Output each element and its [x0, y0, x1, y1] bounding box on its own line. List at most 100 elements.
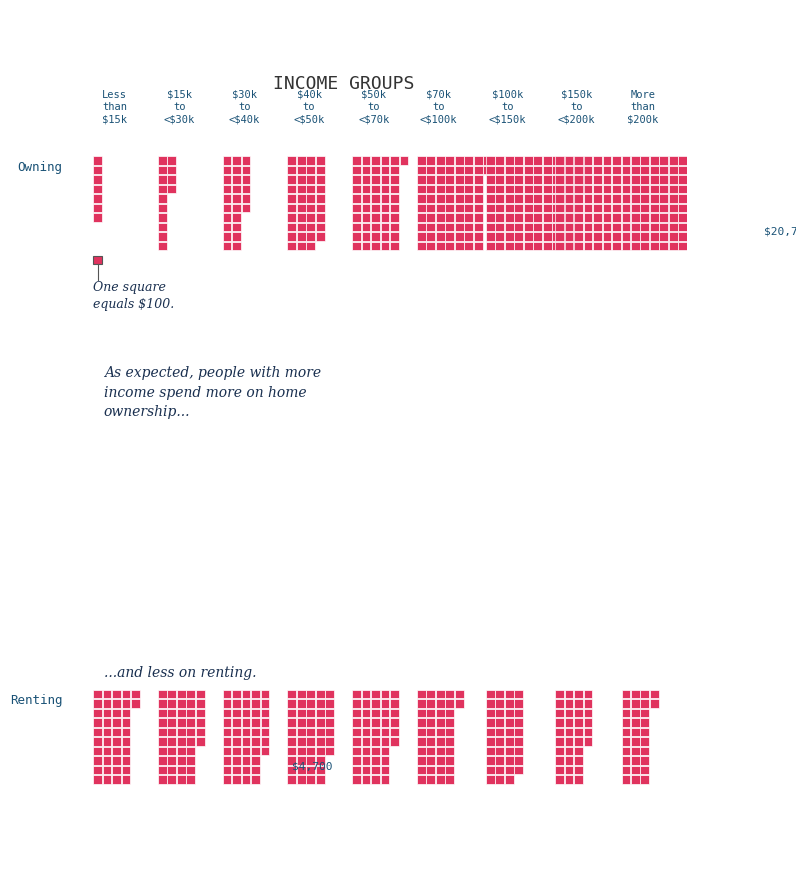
- Bar: [650, 242, 658, 250]
- Bar: [631, 156, 640, 165]
- Bar: [306, 166, 315, 174]
- Bar: [371, 204, 380, 213]
- Text: $4,700: $4,700: [292, 761, 333, 772]
- Bar: [755, 175, 763, 184]
- Bar: [167, 185, 176, 194]
- Bar: [297, 737, 306, 746]
- Bar: [505, 719, 513, 727]
- Bar: [417, 232, 426, 241]
- Bar: [390, 222, 399, 231]
- Bar: [306, 222, 315, 231]
- Bar: [436, 746, 444, 755]
- Bar: [352, 204, 361, 213]
- Bar: [158, 737, 166, 746]
- Bar: [678, 194, 687, 203]
- Bar: [572, 222, 580, 231]
- Bar: [555, 756, 564, 765]
- Bar: [427, 728, 435, 736]
- Bar: [697, 166, 706, 174]
- Bar: [555, 222, 564, 231]
- Bar: [103, 775, 111, 784]
- Bar: [223, 166, 232, 174]
- Bar: [352, 728, 361, 736]
- Text: $100k
to
<$150k: $100k to <$150k: [489, 90, 526, 125]
- Bar: [555, 204, 564, 213]
- Bar: [612, 185, 621, 194]
- Bar: [427, 232, 435, 241]
- Bar: [167, 690, 176, 698]
- Bar: [641, 232, 649, 241]
- Bar: [112, 719, 121, 727]
- Bar: [371, 699, 380, 708]
- Bar: [660, 222, 668, 231]
- Bar: [660, 214, 668, 222]
- Bar: [223, 766, 232, 774]
- Bar: [93, 214, 102, 222]
- Bar: [223, 737, 232, 746]
- Bar: [622, 156, 630, 165]
- Bar: [112, 728, 121, 736]
- Bar: [380, 194, 389, 203]
- Bar: [697, 185, 706, 194]
- Bar: [380, 232, 389, 241]
- Bar: [650, 204, 658, 213]
- Bar: [669, 242, 677, 250]
- Bar: [223, 709, 232, 718]
- Bar: [552, 222, 561, 231]
- Bar: [688, 204, 696, 213]
- Bar: [555, 690, 564, 698]
- Bar: [514, 699, 523, 708]
- Bar: [669, 185, 677, 194]
- Bar: [361, 766, 370, 774]
- Bar: [306, 242, 315, 250]
- Bar: [371, 728, 380, 736]
- Bar: [436, 766, 444, 774]
- Bar: [764, 175, 773, 184]
- Bar: [186, 690, 195, 698]
- Bar: [446, 166, 454, 174]
- Bar: [495, 214, 504, 222]
- Bar: [660, 222, 668, 231]
- Bar: [641, 232, 649, 241]
- Bar: [622, 242, 630, 250]
- Bar: [505, 242, 513, 250]
- Bar: [555, 775, 564, 784]
- Bar: [631, 709, 640, 718]
- Bar: [631, 214, 640, 222]
- Bar: [122, 709, 131, 718]
- Bar: [232, 709, 241, 718]
- Bar: [316, 214, 325, 222]
- Text: $50k
to
<$70k: $50k to <$70k: [358, 90, 389, 125]
- Bar: [593, 222, 602, 231]
- Bar: [583, 699, 592, 708]
- Bar: [417, 194, 426, 203]
- Bar: [555, 728, 564, 736]
- Bar: [455, 185, 463, 194]
- Bar: [486, 194, 494, 203]
- Bar: [593, 242, 602, 250]
- Bar: [252, 746, 259, 755]
- Bar: [352, 232, 361, 241]
- Bar: [562, 222, 571, 231]
- Bar: [716, 194, 725, 203]
- Bar: [167, 728, 176, 736]
- Bar: [361, 166, 370, 174]
- Bar: [112, 756, 121, 765]
- Bar: [755, 185, 763, 194]
- Bar: [564, 175, 573, 184]
- Bar: [486, 166, 494, 174]
- Bar: [112, 766, 121, 774]
- Bar: [593, 156, 602, 165]
- Bar: [436, 737, 444, 746]
- Bar: [495, 194, 504, 203]
- Bar: [371, 166, 380, 174]
- Bar: [455, 242, 463, 250]
- Bar: [232, 214, 241, 222]
- Bar: [543, 166, 552, 174]
- Bar: [287, 242, 296, 250]
- Bar: [543, 194, 552, 203]
- Bar: [764, 222, 773, 231]
- Bar: [232, 775, 241, 784]
- Bar: [122, 728, 131, 736]
- Bar: [390, 728, 399, 736]
